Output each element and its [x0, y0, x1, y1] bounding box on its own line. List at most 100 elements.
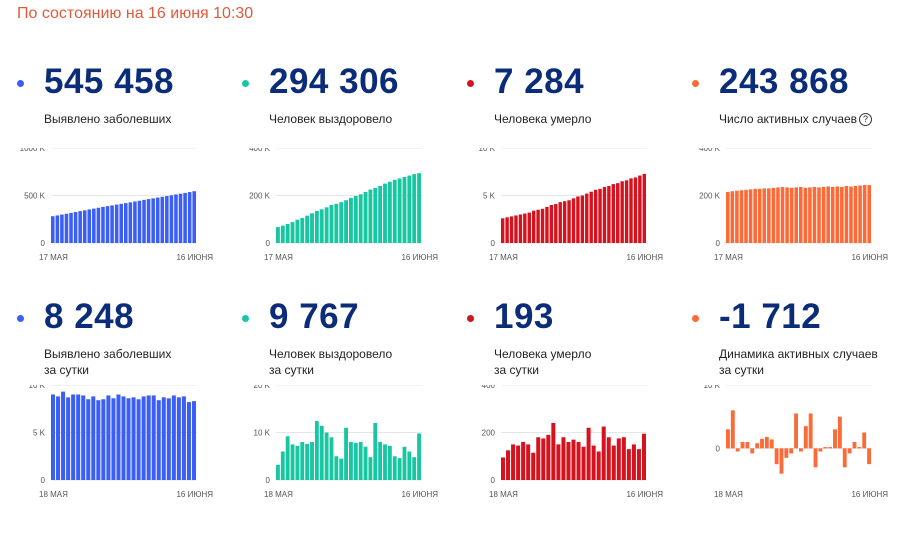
x-end-label: 16 ИЮНЯ	[176, 253, 213, 262]
bar	[146, 199, 151, 243]
bar	[105, 206, 110, 243]
bar	[828, 447, 833, 449]
bar	[784, 448, 789, 458]
stat-label: Динамика активных случаев за сутки	[719, 346, 878, 378]
bar	[527, 212, 531, 243]
bar	[862, 185, 867, 243]
x-start-label: 17 МАЯ	[489, 253, 518, 262]
stat-label-line2: за сутки	[44, 363, 89, 377]
help-icon[interactable]: ?	[859, 113, 873, 126]
bar	[581, 446, 586, 480]
bar	[339, 202, 344, 243]
bar	[397, 458, 402, 480]
stat-label-line1: Человек выздоровело	[269, 347, 393, 361]
bar	[567, 200, 571, 243]
bar	[174, 194, 178, 243]
stat-card-7: -1 712 Динамика активных случаев за сутки 0…	[692, 297, 897, 537]
bar	[505, 217, 509, 243]
bar	[531, 452, 536, 480]
stat-value: 294 306	[269, 62, 400, 101]
bar	[730, 410, 735, 449]
bar	[803, 426, 808, 449]
bar	[558, 202, 562, 243]
bar	[178, 193, 183, 243]
stat-label-line1: Выявлено заболевших	[44, 347, 172, 361]
bar	[363, 191, 368, 243]
bar	[540, 208, 545, 243]
bar	[55, 215, 60, 243]
y-tick-label: 500 K	[24, 192, 46, 201]
x-end-label: 16 ИЮНЯ	[626, 253, 663, 262]
stat-label: Человек выздоровело	[269, 111, 392, 127]
bar	[69, 212, 73, 243]
series-dot	[242, 315, 249, 322]
bar	[580, 195, 585, 243]
bar	[96, 400, 101, 480]
as-of-timestamp: По состоянию на 16 июня 10:30	[17, 5, 254, 22]
bar	[87, 209, 92, 243]
stat-card-0: 545 458 Выявлено заболевших 0 500 K 1000 K 17…	[17, 62, 222, 302]
bar	[285, 436, 290, 480]
bar	[96, 207, 101, 243]
bar	[191, 401, 196, 480]
bar	[755, 443, 760, 449]
bar	[506, 450, 511, 480]
bar	[353, 195, 358, 243]
bar	[620, 181, 624, 243]
bar	[51, 216, 55, 243]
bar	[319, 425, 324, 480]
bar	[314, 421, 319, 480]
bar	[823, 447, 828, 449]
y-tick-label: 0	[716, 239, 721, 248]
stat-label: Человека умерло за сутки	[494, 346, 591, 378]
bar	[349, 197, 353, 244]
bar	[833, 429, 837, 449]
y-tick-label: 200 K	[699, 192, 721, 201]
bar	[51, 394, 56, 480]
stat-label: Человек выздоровело за сутки	[269, 346, 392, 378]
bar	[799, 186, 803, 243]
bar	[276, 464, 280, 480]
x-end-label: 16 ИЮНЯ	[401, 253, 438, 262]
x-start-label: 18 МАЯ	[714, 490, 743, 499]
bar	[319, 209, 324, 243]
bar	[760, 438, 764, 449]
bar	[526, 444, 531, 481]
y-tick-label: 200	[482, 429, 496, 438]
bar	[136, 399, 141, 480]
y-tick-label: 0	[266, 239, 271, 248]
bar	[290, 444, 295, 481]
bar	[176, 397, 181, 480]
stat-label: Число активных случаев?	[719, 111, 873, 127]
bar	[358, 442, 363, 480]
bar	[187, 192, 192, 243]
bar	[808, 187, 812, 243]
stat-label-line1: Число активных случаев	[719, 112, 858, 126]
bar	[192, 191, 196, 243]
bar	[641, 433, 646, 480]
bar	[739, 190, 744, 243]
x-start-label: 17 МАЯ	[264, 253, 293, 262]
stat-value: 193	[494, 297, 554, 336]
bar	[363, 446, 368, 480]
stat-label: Выявлено заболевших за сутки	[44, 346, 171, 378]
y-tick-label: 5 K	[483, 192, 496, 201]
bar	[776, 187, 780, 243]
bar	[593, 189, 598, 243]
bar	[501, 457, 506, 480]
bar	[165, 196, 169, 243]
bar	[300, 442, 305, 480]
y-tick-label: 0	[266, 476, 271, 485]
bar	[726, 191, 730, 243]
bar	[368, 457, 373, 480]
bar	[785, 187, 789, 243]
chart-1: 0 200 K 400 K 17 МАЯ 16 ИЮНЯ	[249, 148, 438, 262]
bar	[334, 456, 339, 480]
bar	[387, 181, 392, 243]
bar	[591, 445, 596, 480]
stat-label: Человека умерло	[494, 111, 591, 127]
bar	[329, 205, 334, 243]
bar	[762, 188, 767, 243]
bar	[305, 215, 310, 243]
series-dot	[467, 315, 474, 322]
